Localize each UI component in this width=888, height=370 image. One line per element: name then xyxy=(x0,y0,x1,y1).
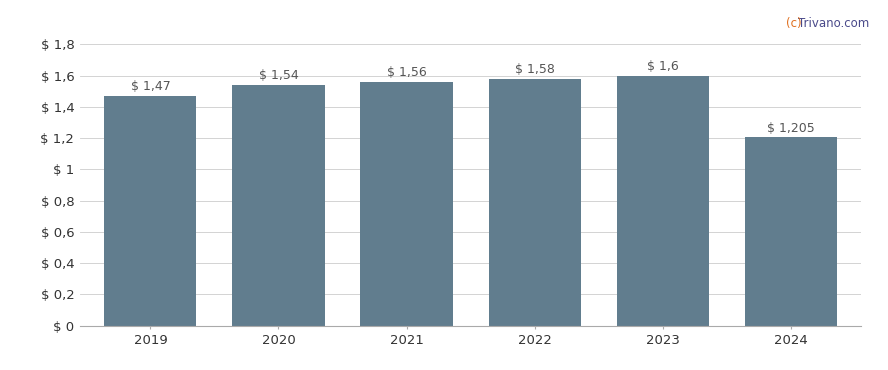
Text: $ 1,47: $ 1,47 xyxy=(131,80,170,93)
Text: $ 1,205: $ 1,205 xyxy=(767,121,815,135)
Bar xyxy=(745,137,837,326)
Bar xyxy=(488,79,581,326)
Text: Trivano.com: Trivano.com xyxy=(798,17,869,30)
Bar xyxy=(616,75,709,326)
Text: $ 1,58: $ 1,58 xyxy=(515,63,555,76)
Text: (c): (c) xyxy=(786,17,805,30)
Bar xyxy=(361,82,453,326)
Bar xyxy=(104,96,196,326)
Text: $ 1,56: $ 1,56 xyxy=(386,66,426,79)
Text: $ 1,54: $ 1,54 xyxy=(258,69,298,82)
Bar xyxy=(233,85,325,326)
Text: $ 1,6: $ 1,6 xyxy=(647,60,678,73)
